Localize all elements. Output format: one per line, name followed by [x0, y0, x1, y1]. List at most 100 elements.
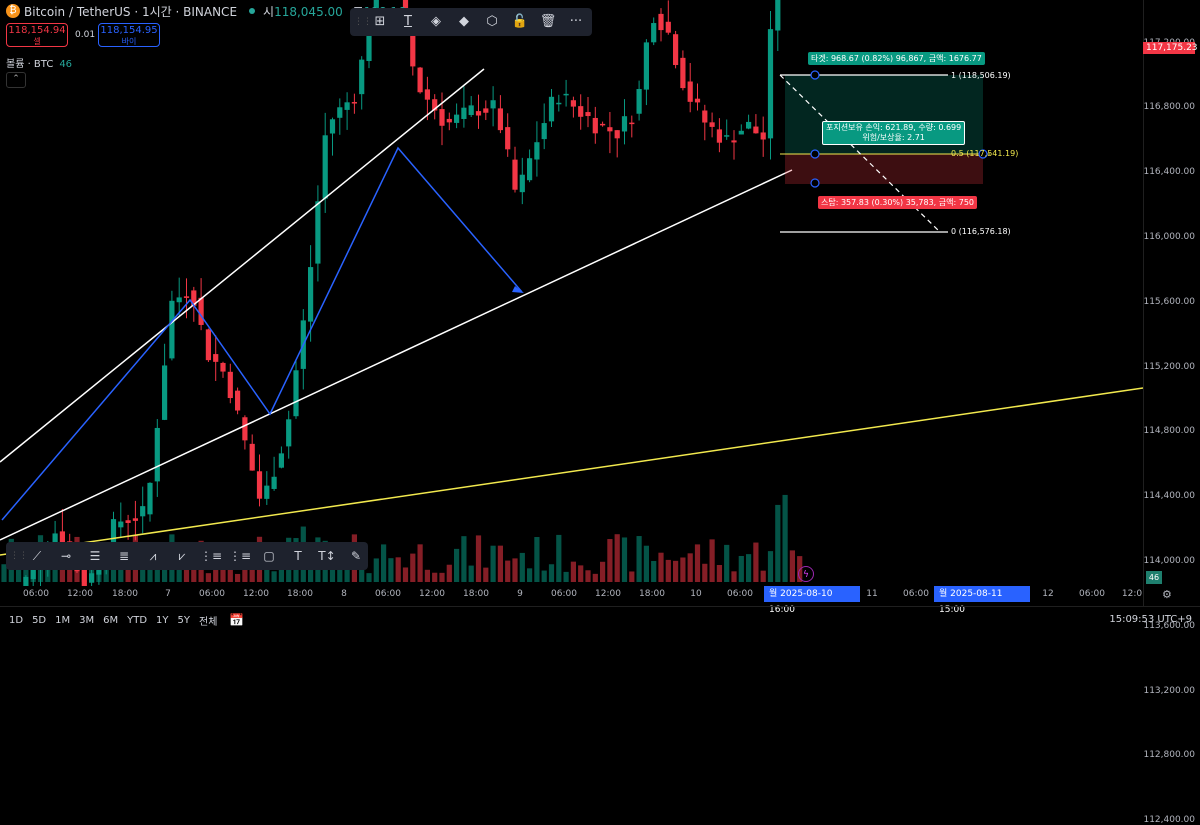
timeframe-5D[interactable]: 5D — [32, 614, 47, 626]
timeframe-3M[interactable]: 3M — [79, 614, 95, 626]
axis-settings-icon[interactable]: ⚙ — [1162, 588, 1172, 601]
paint-icon[interactable]: ◆ — [459, 14, 469, 29]
volume-bar — [468, 565, 474, 582]
volume-bar — [388, 558, 394, 582]
candle-body — [198, 297, 204, 325]
collapse-legend-icon[interactable]: ⌃ — [6, 72, 26, 88]
trend-line-tool-icon[interactable]: ⟋ — [32, 549, 42, 563]
candle-body — [673, 34, 679, 66]
pattern-abc-tool-icon[interactable]: ⩗ — [178, 549, 186, 563]
drag-handle-icon[interactable]: ⋮⋮ — [354, 17, 372, 27]
grid-icon[interactable]: ⊞ — [374, 14, 386, 29]
buy-button[interactable]: 118,154.95 바이 — [98, 23, 160, 47]
price-chart[interactable] — [0, 0, 1143, 586]
candle-body — [592, 117, 598, 134]
volume-badge: 46 — [1146, 571, 1162, 584]
volume-bar — [147, 559, 153, 582]
price-axis[interactable]: 119,200.00118,800.00118,400.00118,000.00… — [1143, 0, 1200, 825]
candle-body — [191, 290, 197, 306]
volume-bar — [694, 544, 701, 582]
gear-icon[interactable]: ⬡ — [486, 14, 498, 29]
candle-body — [424, 89, 430, 100]
timeframe-전체[interactable]: 전체 — [199, 616, 218, 628]
drawing-settings-toolbar: ⋮⋮ ⊞ T ◈ ◆ ⬡ 🔓 🗑 ··· — [350, 8, 592, 36]
candle-body — [329, 119, 336, 134]
timeframe-6M[interactable]: 6M — [103, 614, 119, 626]
timeframe-1D[interactable]: 1D — [9, 614, 24, 626]
lock-icon[interactable]: 🔓 — [511, 14, 529, 29]
fill-icon[interactable]: ◈ — [431, 14, 441, 29]
candle-body — [264, 485, 270, 499]
pitchfork-tool-icon[interactable]: ≣ — [118, 549, 130, 563]
parallel-channel-tool-icon[interactable]: ☰ — [89, 549, 101, 563]
price-axis-label: 114,400.00 — [1143, 491, 1195, 502]
drag-handle-icon[interactable]: ⋮⋮ — [10, 551, 28, 561]
fib-extension-tool-icon[interactable]: ⋮≡ — [228, 549, 252, 563]
candle-body — [322, 135, 328, 199]
wave-path — [1, 146, 523, 521]
text-note-tool-icon[interactable]: T↕ — [318, 549, 336, 563]
more-icon[interactable]: ··· — [569, 14, 583, 29]
candle-body — [227, 371, 233, 399]
text-tool-icon[interactable]: T — [294, 549, 302, 563]
price-axis-label: 112,400.00 — [1143, 815, 1195, 825]
candle-body — [118, 521, 124, 528]
buy-label: 바이 — [121, 37, 137, 46]
time-axis-label: 12:00 — [595, 589, 621, 599]
candle-body — [256, 471, 263, 499]
volume-bar — [271, 571, 277, 582]
volume-bar — [782, 494, 788, 582]
timeframe-5Y[interactable]: 5Y — [177, 614, 191, 626]
timeframe-YTD[interactable]: YTD — [127, 614, 148, 626]
volume-bar — [1, 564, 7, 582]
volume-bar — [724, 544, 730, 582]
candle-body — [716, 129, 722, 143]
volume-bar — [381, 544, 387, 582]
candlesticks — [23, 0, 781, 586]
sell-price: 118,154.94 — [8, 25, 66, 36]
candle-body — [286, 419, 292, 447]
text-icon[interactable]: T — [404, 14, 412, 29]
volume-bar — [760, 570, 766, 582]
time-axis-label: 06:00 — [199, 589, 225, 599]
timeframe-1M[interactable]: 1M — [55, 614, 71, 626]
symbol-title[interactable]: Bitcoin / TetherUS · 1시간 · BINANCE — [24, 4, 238, 19]
brush-tool-icon[interactable]: ✎ — [350, 549, 362, 563]
candle-body — [760, 132, 766, 140]
sell-button[interactable]: 118,154.94 셀 — [6, 23, 68, 47]
candle-body — [366, 27, 372, 62]
volume-bar — [592, 573, 598, 582]
volume-bar — [490, 545, 496, 582]
candle-body — [680, 57, 686, 89]
candle-body — [643, 42, 649, 90]
clock[interactable]: 15:09:53 UTC+9 — [1109, 614, 1192, 625]
candle-body — [125, 520, 131, 523]
price-axis-label: 114,800.00 — [1143, 426, 1195, 437]
volume-bar — [23, 564, 29, 582]
price-axis-label: 113,200.00 — [1143, 685, 1195, 696]
timeframe-1Y[interactable]: 1Y — [156, 614, 169, 626]
pattern-xabcd-tool-icon[interactable]: ⩘ — [149, 549, 157, 563]
candle-body — [621, 116, 628, 132]
fib-retracement-tool-icon[interactable]: ⋮≡ — [199, 549, 223, 563]
ray-tool-icon[interactable]: ⊸ — [60, 549, 72, 563]
rectangle-tool-icon[interactable]: ▢ — [263, 549, 275, 563]
volume-bar — [556, 534, 562, 582]
candle-body — [52, 533, 58, 544]
trash-icon[interactable]: 🗑 — [539, 14, 557, 29]
candle-body — [344, 102, 350, 110]
volume-bar — [541, 570, 547, 582]
price-axis-label: 112,800.00 — [1143, 750, 1195, 761]
time-axis-label: 18:00 — [463, 589, 489, 599]
date-range-icon[interactable]: 📅 — [229, 613, 245, 627]
time-axis[interactable]: 06:00 12:00 18:00 7 06:00 12:00 18:00 8 06:00 12:… — [0, 586, 1143, 606]
drawing-tools-toolbar: ⋮⋮ ⟋ ⊸ ☰ ≣ ⩘ ⩗ ⋮≡ ⋮≡ ▢ T T↕ ✎ — [6, 542, 368, 570]
volume-legend[interactable]: 볼륨 · BTC 46 — [6, 55, 72, 70]
price-axis-label: 116,400.00 — [1143, 167, 1195, 178]
time-axis-label: 10 — [690, 589, 702, 599]
candle-body — [483, 108, 489, 113]
candle-body — [563, 93, 569, 96]
flash-icon[interactable]: ϟ — [798, 566, 814, 582]
time-axis-label: 06:00 — [551, 589, 577, 599]
volume-bar — [767, 551, 774, 582]
